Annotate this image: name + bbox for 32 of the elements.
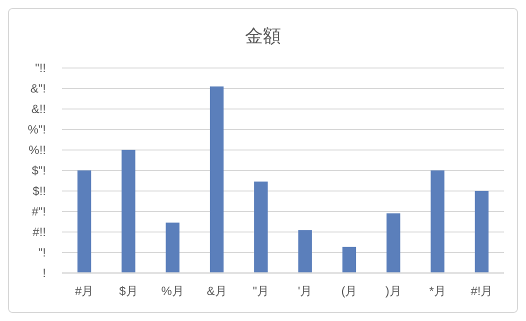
x-tick-label: "月 [252,284,270,298]
x-tick-label: '月 [298,284,312,298]
bar [430,170,444,273]
text: $!! [32,184,46,198]
text: "! [38,246,46,260]
x-tick-label: #!月 [470,284,493,298]
bar [122,150,136,273]
bar [254,182,268,273]
bar [166,222,180,273]
text: %!! [28,143,46,158]
bar [474,190,489,273]
bar [386,213,400,273]
chart-title: 金額 [245,26,281,46]
x-tick-label: *月 [429,284,446,298]
x-tick-label: (月 [341,284,358,298]
x-tick-label: #月 [74,284,94,298]
text: &!! [31,102,46,116]
bar [77,170,92,273]
text: $"! [32,164,46,178]
text: &"! [30,82,46,96]
text: #"! [32,204,46,219]
text: #!! [32,225,46,240]
text: %"! [28,122,46,137]
bar [210,86,224,273]
bar [342,246,356,273]
x-tick-label: &月 [206,284,227,298]
x-tick-label: $月 [119,284,138,298]
x-tick-label: %月 [161,284,184,298]
text: "!! [35,61,46,76]
bar [298,230,312,273]
text: ! [42,266,46,280]
x-tick-label: )月 [385,284,402,298]
